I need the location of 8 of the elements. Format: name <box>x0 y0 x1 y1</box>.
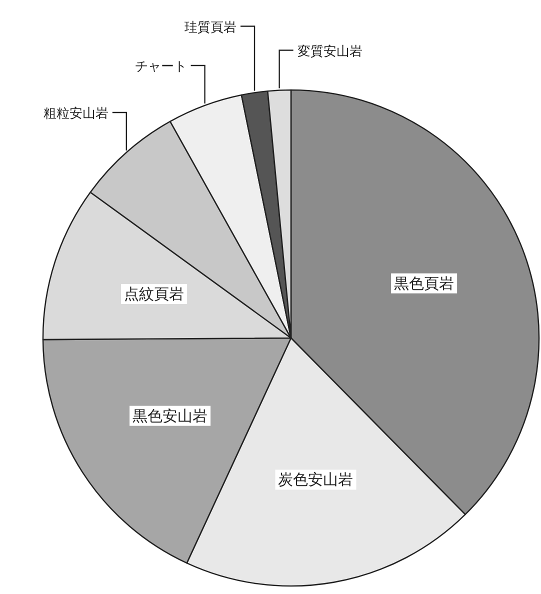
slice-label: 粗粒安山岩 <box>43 105 108 122</box>
slice-label: チャート <box>134 59 187 74</box>
slice-label: 炭色安山岩 <box>278 470 354 489</box>
slice-label: 変質安山岩 <box>297 43 362 60</box>
slice-label: 黒色頁岩 <box>394 274 454 292</box>
slice-label: 点紋頁岩 <box>124 284 184 303</box>
slice-label: 黒色安山岩 <box>132 406 208 425</box>
slice-label: 珪質頁岩 <box>184 20 237 36</box>
